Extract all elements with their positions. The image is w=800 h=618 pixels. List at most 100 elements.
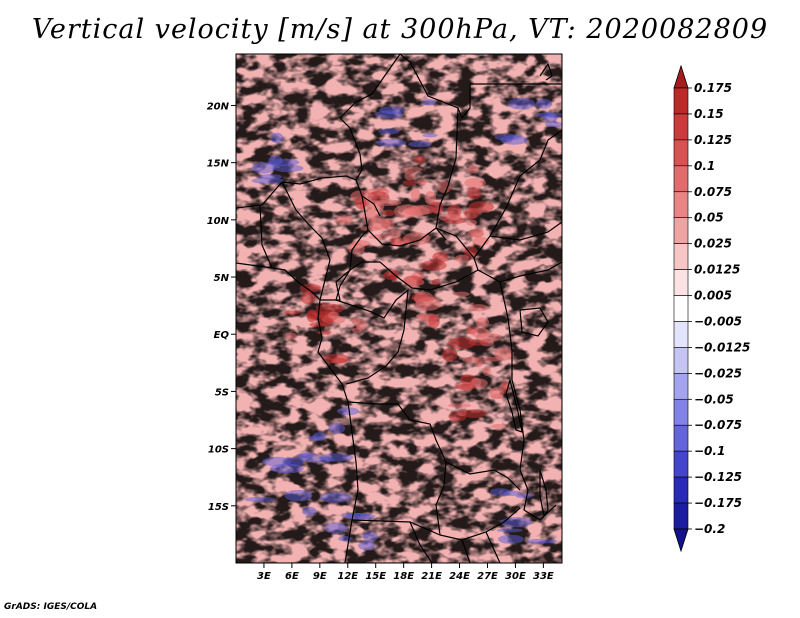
ascent-cell [461,409,487,418]
ascent-cell [285,332,297,340]
descent-cell [328,423,346,434]
ascent-cell [438,213,450,221]
colorbar-label: −0.05 [694,392,734,406]
lake-malawi [539,469,549,518]
ascent-cell [413,155,426,164]
descent-cell [421,98,436,106]
map-axes: 20N 15N 10N 5N EQ 5S 10S 15S 3E 6E 9E 12E 15E 18E 21E 2… [207,101,554,582]
descent-cell [375,110,404,119]
lon-tick-label: 9E [313,571,327,582]
ascent-cell [350,190,373,203]
lat-tick-label: 5N [214,273,230,284]
colorbar-label: −0.0125 [694,340,750,354]
ascent-cell [488,387,504,399]
colorbar-segment [673,398,689,426]
descent-cell [408,140,432,148]
ascent-cell [360,226,381,232]
ascent-cell [300,291,316,305]
lon-tick-label: 3E [257,571,271,582]
colorbar-segment [673,373,689,400]
ascent-cell [467,187,482,200]
ascent-cell [471,377,482,387]
descent-cell [300,453,319,458]
descent-cell [270,132,284,144]
border-congo [335,288,409,385]
border-cameroon [320,229,369,301]
ascent-cell [410,187,421,201]
lon-tick-label: 18E [393,571,414,582]
descent-cell [534,112,562,118]
ascent-cell [402,180,418,186]
colorbar-label: −0.2 [694,522,725,536]
border-angola-zambia [435,461,521,541]
border-libya-sudan [399,54,562,120]
colorbar-label: 0.075 [694,185,732,199]
descent-cell [337,407,360,416]
ascent-cell [336,215,353,225]
descent-cell [324,522,348,534]
lake-victoria [519,307,549,337]
lat-tick-label: 10N [207,216,230,227]
descent-cell [262,456,292,467]
colorbar-label: −0.025 [694,366,742,380]
colorbar: 0.175 0.15 0.125 0.1 0.075 0.05 0.025 0.0125 0.0… [673,64,750,553]
ascent-cell [367,191,390,202]
border-drc-angola [347,401,521,491]
colorbar-segment [673,113,689,141]
colorbar-label: 0.15 [694,107,724,121]
ascent-cell [401,167,423,172]
descent-cell [302,506,317,516]
colorbar-segment [673,347,689,374]
descent-cell [320,492,352,503]
ascent-cell [404,170,416,181]
descent-cell [271,164,304,172]
ascent-cell [376,187,388,192]
ascent-cell [468,304,489,312]
colorbar-label: −0.1 [694,444,725,458]
ascent-cell [403,275,423,287]
ascent-cell [494,347,514,361]
ascent-cell [446,213,462,221]
ascent-cell [466,219,477,226]
colorbar-label: 0.1 [694,159,715,173]
colorbar-label: 0.175 [694,81,732,95]
country-borders [236,54,562,563]
colorbar-segment [673,295,689,322]
colorbar-segment [673,87,689,115]
colorbar-label: 0.0125 [694,263,740,277]
border-nigeria-niger [236,175,363,209]
descent-cell [535,98,553,109]
lon-tick-label: 15E [365,571,386,582]
descent-cell [507,97,536,110]
colorbar-segment [673,165,689,193]
descent-cell [319,453,354,462]
ascent-cell [431,278,441,286]
ascent-cell [351,327,362,334]
ascent-cell [424,191,436,206]
descent-cell [500,135,528,145]
descent-cell [525,538,558,544]
ascent-cell [454,383,477,390]
ascent-cell [437,181,452,194]
ascent-cell [421,260,447,271]
ascent-cell [374,199,402,206]
ascent-cell [475,332,502,342]
lat-tick-label: 5S [215,387,229,398]
ascent-cell [416,178,427,186]
plot-frame [235,53,563,564]
descent-cell [544,121,562,127]
ascent-cell [467,164,479,174]
ascent-cell [428,314,440,329]
descent-cell [251,162,275,174]
ascent-cell [315,303,344,314]
descent-cell [251,177,284,184]
colorbar-segment [673,191,689,219]
colorbar-label: −0.005 [694,314,742,328]
colorbar-segment [673,424,689,452]
lon-tick-label: 33E [533,571,554,582]
ascent-cell [491,423,507,429]
border-nigeria-south [259,181,331,301]
ascent-cell [413,291,434,306]
colorbar-bottom-triangle [673,528,689,553]
descent-cell [378,128,400,135]
